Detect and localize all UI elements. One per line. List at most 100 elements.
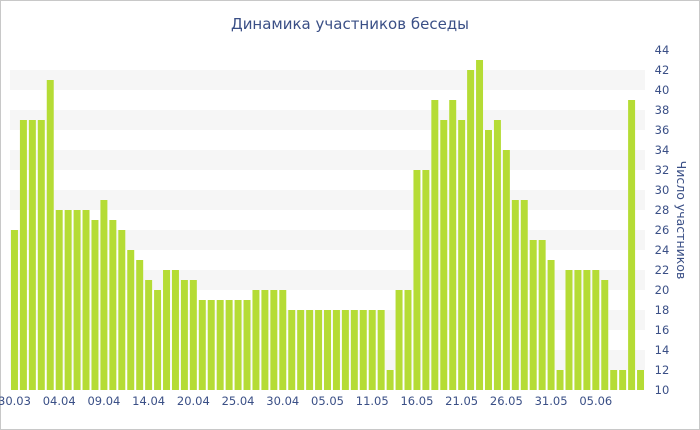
y-tick-label: 34 <box>655 143 670 157</box>
y-tick-label: 44 <box>655 43 670 57</box>
bar <box>154 290 162 390</box>
bar <box>252 290 260 390</box>
bar <box>404 290 412 390</box>
bar <box>270 290 278 390</box>
x-tick-label: 16.05 <box>400 394 433 408</box>
bar <box>529 240 537 390</box>
bar <box>431 100 439 390</box>
bar <box>610 370 618 390</box>
bar <box>37 120 45 390</box>
bar <box>520 200 528 390</box>
bar <box>198 300 206 390</box>
bar <box>511 200 519 390</box>
y-tick-label: 28 <box>655 203 670 217</box>
y-tick-label: 10 <box>655 383 670 397</box>
x-tick-label: 30.03 <box>0 394 31 408</box>
bar <box>100 200 108 390</box>
x-tick-label: 25.04 <box>222 394 255 408</box>
y-tick-label: 36 <box>655 123 670 137</box>
bar <box>145 280 153 390</box>
bar <box>628 100 636 390</box>
bar <box>332 310 340 390</box>
bar <box>28 120 36 390</box>
bar <box>64 210 72 390</box>
bar <box>306 310 314 390</box>
bar <box>46 80 54 390</box>
y-tick-label: 42 <box>655 63 670 77</box>
y-tick-label: 24 <box>655 243 670 257</box>
bar <box>73 210 81 390</box>
x-tick-label: 05.05 <box>311 394 344 408</box>
bar <box>440 120 448 390</box>
bar <box>288 310 296 390</box>
bar <box>583 270 591 390</box>
bar <box>118 230 126 390</box>
x-tick-label: 05.06 <box>579 394 612 408</box>
x-tick-label: 04.04 <box>43 394 76 408</box>
bar <box>180 280 188 390</box>
y-tick-label: 20 <box>655 283 670 297</box>
bar <box>601 280 609 390</box>
y-tick-label: 18 <box>655 303 670 317</box>
bar <box>449 100 457 390</box>
y-tick-label: 16 <box>655 323 670 337</box>
bar <box>386 370 394 390</box>
bar <box>485 130 492 390</box>
y-tick-label: 14 <box>655 343 670 357</box>
x-tick-label: 30.04 <box>266 394 299 408</box>
y-tick-label: 40 <box>655 83 670 97</box>
bar <box>109 220 117 390</box>
bar <box>163 270 171 390</box>
bar <box>467 70 475 390</box>
bar <box>136 260 144 390</box>
bar <box>189 280 197 390</box>
bar <box>225 300 233 390</box>
x-tick-label: 11.05 <box>356 394 389 408</box>
bar <box>315 310 323 390</box>
bar <box>55 210 63 390</box>
bar <box>377 310 385 390</box>
grid-band <box>10 150 645 170</box>
bar <box>324 310 331 390</box>
chart-title: Динамика участников беседы <box>231 15 469 33</box>
y-tick-label: 38 <box>655 103 670 117</box>
x-tick-label: 26.05 <box>490 394 523 408</box>
x-axis-ticks: 30.03 04.04 09.04 14.04 20.04 25.04 30.04 05.05… <box>0 394 612 408</box>
bar <box>476 60 484 390</box>
bar <box>619 370 627 390</box>
bar <box>395 290 403 390</box>
bar <box>171 270 179 390</box>
x-tick-label: 31.05 <box>535 394 568 408</box>
grid-band <box>10 110 645 130</box>
bar <box>207 300 215 390</box>
y-tick-label: 12 <box>655 363 670 377</box>
bar <box>574 270 582 390</box>
bar <box>538 240 546 390</box>
bar <box>82 210 90 390</box>
bar <box>359 310 367 390</box>
bar <box>350 310 358 390</box>
y-axis-ticks: 10 12 14 16 18 20 22 24 26 28 30 32 34 36 38 40 42 44 <box>655 43 670 397</box>
bar <box>458 120 466 390</box>
y-axis-label: Число участников <box>674 161 689 280</box>
bar <box>234 300 242 390</box>
bar <box>556 370 564 390</box>
bar <box>261 290 269 390</box>
bar <box>297 310 305 390</box>
y-tick-label: 22 <box>655 263 670 277</box>
bar <box>243 300 251 390</box>
bar <box>547 260 555 390</box>
bar <box>19 120 27 390</box>
y-tick-label: 26 <box>655 223 670 237</box>
bar <box>502 150 510 390</box>
x-tick-label: 14.04 <box>132 394 165 408</box>
bar <box>565 270 573 390</box>
bar <box>493 120 501 390</box>
bar <box>10 230 18 390</box>
x-tick-label: 20.04 <box>177 394 210 408</box>
bar <box>216 300 224 390</box>
bar <box>91 220 99 390</box>
bar <box>341 310 349 390</box>
y-tick-label: 30 <box>655 183 670 197</box>
